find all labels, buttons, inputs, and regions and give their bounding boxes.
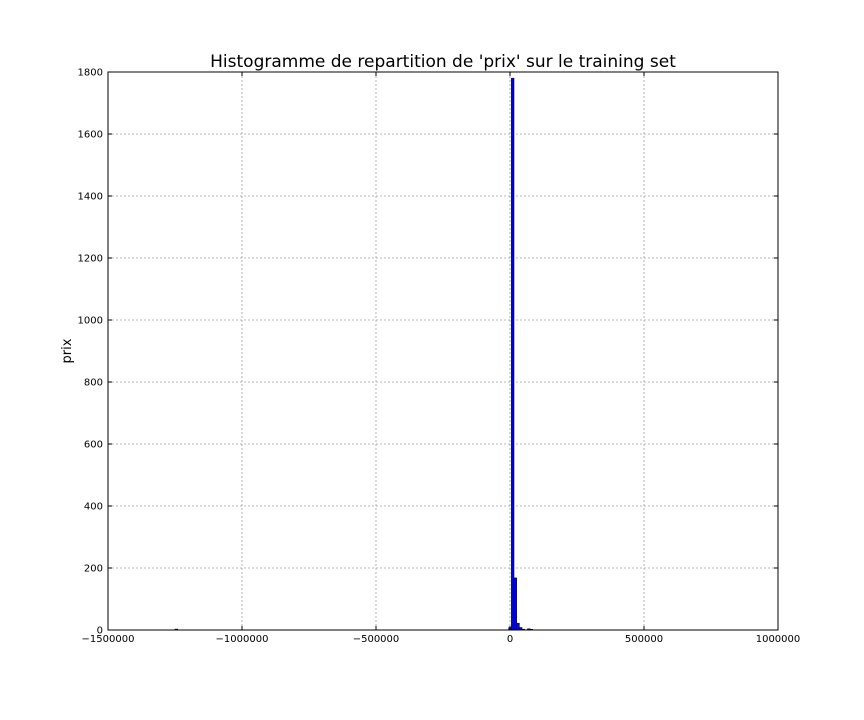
x-tick-label: −1500000 — [82, 634, 135, 645]
y-tick-label: 1400 — [78, 192, 103, 203]
y-tick-label: 0 — [97, 626, 103, 637]
y-axis-label: prix — [60, 338, 75, 363]
bars-layer — [174, 77, 534, 631]
y-tick-label: 1200 — [78, 254, 103, 265]
histogram-bar — [511, 77, 515, 631]
y-tick-label: 600 — [84, 440, 103, 451]
x-tick-label: −500000 — [353, 634, 400, 645]
histogram-bar — [513, 577, 517, 631]
x-tick-label: 1000000 — [756, 634, 801, 645]
chart-title: Histogramme de repartition de 'prix' sur… — [210, 52, 676, 72]
y-tick-label: 1800 — [78, 68, 103, 79]
y-tick-label: 800 — [84, 378, 103, 389]
x-tick-label: 0 — [507, 634, 513, 645]
x-tick-label: −1000000 — [216, 634, 269, 645]
x-tick-label: 500000 — [625, 634, 663, 645]
grid-layer — [108, 72, 778, 630]
y-tick-label: 400 — [84, 502, 103, 513]
y-tick-label: 200 — [84, 564, 103, 575]
y-tick-label: 1000 — [78, 316, 103, 327]
y-tick-label: 1600 — [78, 130, 103, 141]
histogram-bar — [516, 622, 520, 631]
plot-area-frame — [107, 71, 779, 631]
ticks-layer: 0 200 400 600 800 1000 1200 1400 1600 1800 −150000… — [78, 68, 801, 646]
